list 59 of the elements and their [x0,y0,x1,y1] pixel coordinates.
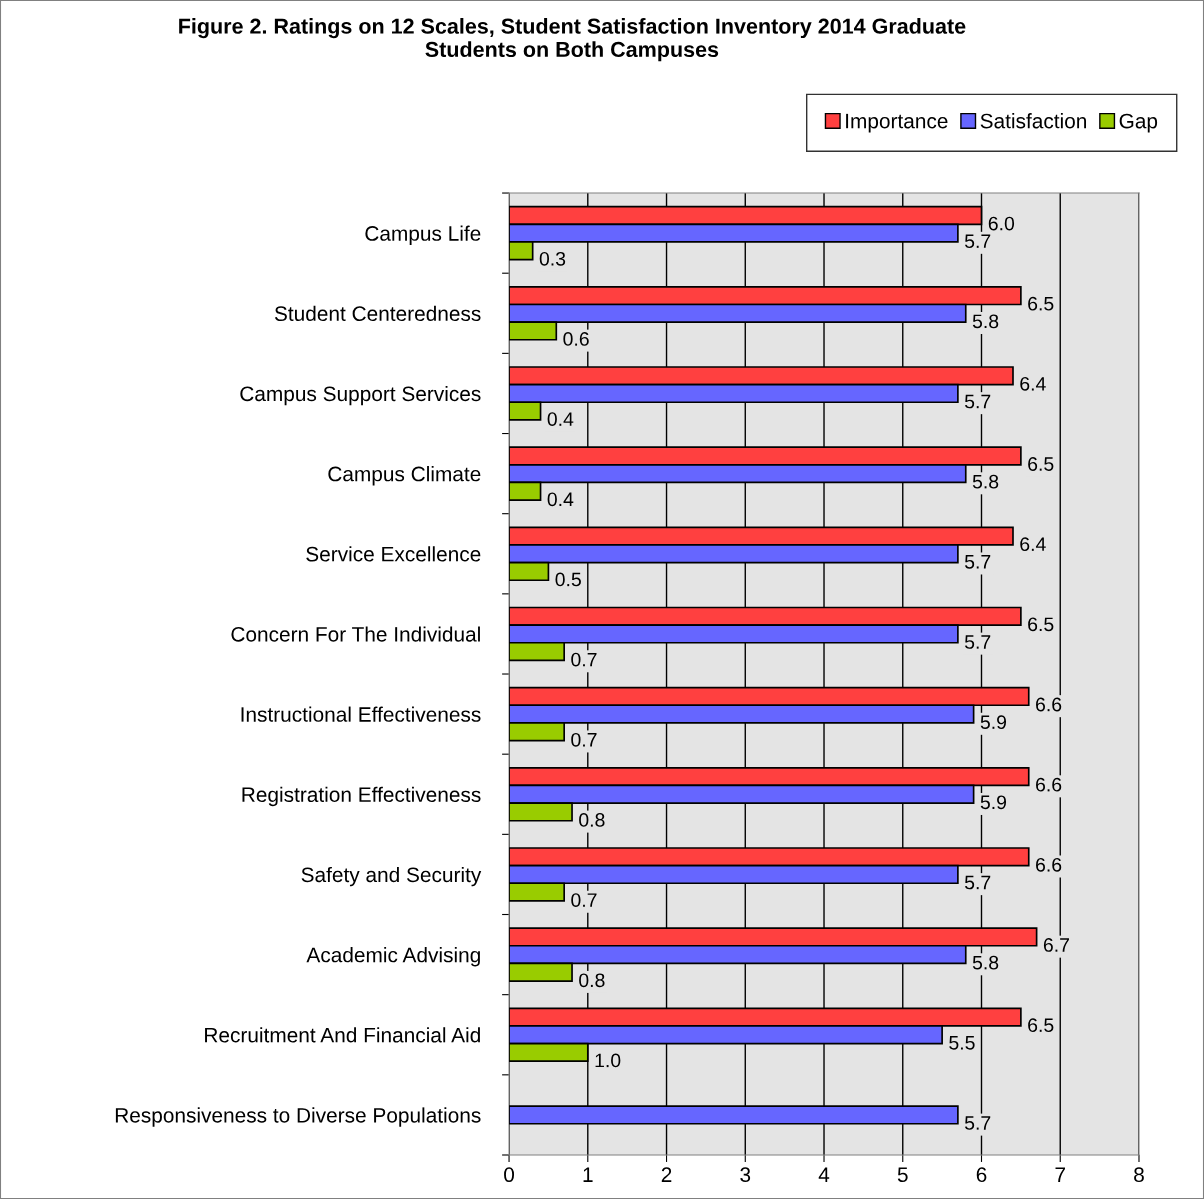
y-tick-label: Safety and Security [301,866,482,887]
legend-label: Importance [846,113,948,133]
data-label: 5.9 [980,795,1007,810]
data-label: 0.7 [571,893,597,907]
x-tick-label: 0 [504,1167,515,1183]
data-label: 5.7 [964,635,991,649]
x-tick-label: 5 [897,1167,908,1183]
data-label: 6.0 [988,216,1015,231]
data-label: 0.7 [571,732,597,747]
data-label: 0.7 [571,652,597,667]
data-label: 5.8 [972,474,999,489]
y-tick-label: Campus Life [365,225,481,245]
y-tick-label: Academic Advising [306,947,480,967]
data-label: 6.5 [1028,457,1054,471]
data-label: 0.8 [579,973,605,988]
data-label: 6.4 [1020,376,1046,391]
y-tick-label: Student Centeredness [274,305,481,322]
y-tick-label: Campus Climate [328,466,481,486]
data-label: 5.7 [964,1116,991,1130]
x-tick-label: 6 [976,1167,987,1183]
data-label: 0.4 [547,412,574,426]
data-label: 6.6 [1036,777,1062,792]
x-tick-label: 8 [1134,1167,1144,1183]
y-tick-label: Registration Effectiveness [242,786,481,807]
data-label: 6.7 [1043,938,1069,952]
data-label: 6.5 [1028,1018,1054,1033]
data-label: 5.8 [972,314,999,329]
data-label: 5.9 [980,715,1007,730]
data-label: 5.7 [964,234,991,249]
y-tick-label: Campus Support Services [240,385,481,406]
data-label: 5.7 [964,875,991,890]
data-label: 0.3 [539,251,566,266]
data-label: 0.6 [563,332,589,346]
y-tick-label: Concern For The Individual [231,626,480,642]
x-tick-label: 1 [583,1167,593,1182]
data-label: 0.8 [579,813,605,827]
data-label: 6.5 [1028,617,1054,632]
x-tick-label: 3 [740,1167,751,1183]
data-label: 5.8 [972,955,999,970]
y-tick-label: Responsiveness to Diverse Populations [115,1107,481,1127]
data-label: 6.6 [1036,697,1062,712]
data-label: 6.4 [1020,537,1046,552]
data-label: 5.5 [949,1036,975,1050]
data-label: 6.6 [1036,857,1062,872]
data-label: 1.0 [595,1053,621,1068]
x-tick-label: 4 [818,1167,830,1182]
data-label: 0.4 [547,492,574,507]
legend-label: Satisfaction [980,113,1086,129]
legend-label: Gap [1119,113,1158,133]
x-tick-label: 7 [1055,1167,1065,1182]
data-label: 6.5 [1028,296,1054,311]
data-label: 5.7 [964,555,991,569]
x-tick-label: 2 [661,1167,672,1182]
data-label: 0.5 [555,572,581,587]
y-tick-label: Recruitment And Financial Aid [205,1027,480,1043]
data-label: 5.7 [964,394,991,409]
y-tick-label: Service Excellence [306,546,481,562]
y-tick-label: Instructional Effectiveness [241,706,481,722]
chart-title: Figure 2. Ratings on 12 Scales, Student Satisfaction Inventory 2014 Graduate Students on Both Campuses [179,17,966,62]
